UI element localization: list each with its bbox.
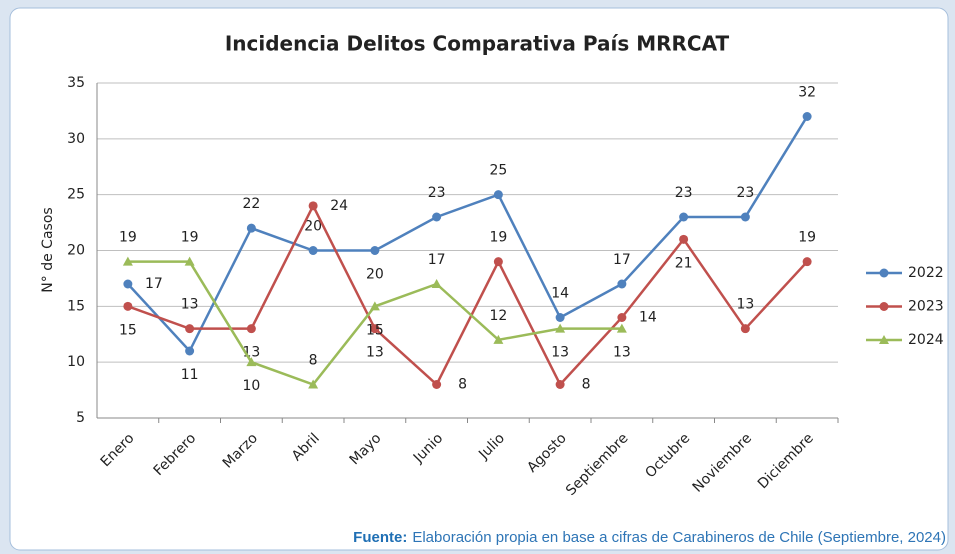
data-label: 19 bbox=[181, 230, 199, 246]
marker bbox=[617, 279, 627, 289]
marker bbox=[184, 256, 195, 266]
data-label: 13 bbox=[736, 297, 754, 313]
data-label: 10 bbox=[242, 378, 260, 394]
data-label: 19 bbox=[798, 230, 816, 246]
marker bbox=[370, 246, 380, 255]
marker bbox=[308, 246, 318, 255]
data-label: 13 bbox=[181, 297, 199, 313]
data-label: 13 bbox=[366, 345, 384, 361]
marker bbox=[432, 212, 442, 222]
legend-label: 2023 bbox=[908, 299, 944, 315]
panel bbox=[9, 7, 949, 551]
source-label: Fuente: bbox=[353, 529, 407, 546]
data-label: 14 bbox=[639, 310, 657, 326]
data-label: 17 bbox=[428, 252, 446, 268]
y-tick-label: 25 bbox=[67, 187, 85, 203]
series-line bbox=[127, 203, 809, 387]
y-tick-label: 30 bbox=[67, 131, 85, 147]
data-label: 20 bbox=[366, 267, 384, 283]
marker bbox=[802, 112, 812, 121]
marker bbox=[432, 380, 442, 389]
data-label: 11 bbox=[181, 367, 199, 383]
marker bbox=[679, 212, 689, 222]
marker bbox=[617, 313, 627, 322]
marker bbox=[879, 302, 889, 311]
marker bbox=[431, 279, 442, 288]
data-label: 13 bbox=[613, 345, 631, 361]
marker bbox=[246, 324, 256, 334]
source-note: Fuente: Elaboración propia en base a cifr… bbox=[353, 529, 946, 546]
marker bbox=[740, 212, 750, 222]
marker bbox=[493, 190, 503, 200]
data-label: 8 bbox=[582, 377, 591, 393]
marker bbox=[122, 256, 133, 266]
marker bbox=[555, 313, 565, 322]
y-tick-label: 15 bbox=[67, 298, 85, 314]
marker bbox=[185, 324, 195, 334]
marker bbox=[369, 301, 380, 311]
y-tick-label: 5 bbox=[76, 410, 85, 426]
data-label: 23 bbox=[675, 185, 693, 201]
marker bbox=[308, 379, 319, 389]
data-label: 23 bbox=[428, 185, 446, 201]
marker bbox=[740, 324, 750, 334]
y-tick-label: 35 bbox=[67, 75, 85, 91]
data-label: 21 bbox=[675, 255, 693, 271]
marker bbox=[555, 323, 566, 333]
data-label: 13 bbox=[551, 345, 569, 361]
data-label: 12 bbox=[489, 308, 507, 324]
data-label: 8 bbox=[458, 377, 467, 393]
data-label: 14 bbox=[551, 286, 569, 302]
data-label: 24 bbox=[330, 198, 348, 214]
legend-label: 2022 bbox=[908, 265, 944, 281]
data-label: 25 bbox=[489, 163, 507, 179]
series-line bbox=[126, 115, 809, 354]
marker bbox=[123, 279, 133, 289]
marker bbox=[493, 257, 503, 267]
data-label: 19 bbox=[489, 230, 507, 246]
marker bbox=[246, 357, 257, 367]
marker bbox=[308, 201, 318, 211]
marker bbox=[616, 323, 627, 333]
data-label: 23 bbox=[736, 185, 754, 201]
data-label: 22 bbox=[242, 196, 260, 212]
marker bbox=[879, 335, 889, 344]
data-label: 19 bbox=[119, 230, 137, 246]
marker bbox=[246, 223, 256, 233]
marker bbox=[802, 257, 812, 267]
marker bbox=[555, 380, 565, 389]
data-label: 17 bbox=[613, 252, 631, 268]
marker bbox=[370, 324, 380, 334]
marker bbox=[679, 234, 689, 244]
y-tick-label: 20 bbox=[67, 243, 85, 259]
chart-title: Incidencia Delitos Comparativa País MRRC… bbox=[225, 32, 730, 56]
data-label: 32 bbox=[798, 85, 816, 101]
data-label: 20 bbox=[304, 219, 322, 235]
data-label: 15 bbox=[366, 322, 384, 338]
data-label: 8 bbox=[309, 353, 318, 369]
marker bbox=[493, 334, 504, 344]
marker bbox=[879, 268, 889, 278]
data-label: 17 bbox=[145, 276, 163, 292]
source-text: Elaboración propia en base a cifras de C… bbox=[412, 529, 946, 546]
y-tick-label: 10 bbox=[67, 354, 85, 370]
y-axis-title: N° de Casos bbox=[40, 207, 56, 292]
marker bbox=[185, 346, 195, 356]
marker bbox=[123, 301, 133, 311]
data-label: 15 bbox=[119, 322, 137, 338]
legend-label: 2024 bbox=[908, 332, 944, 348]
